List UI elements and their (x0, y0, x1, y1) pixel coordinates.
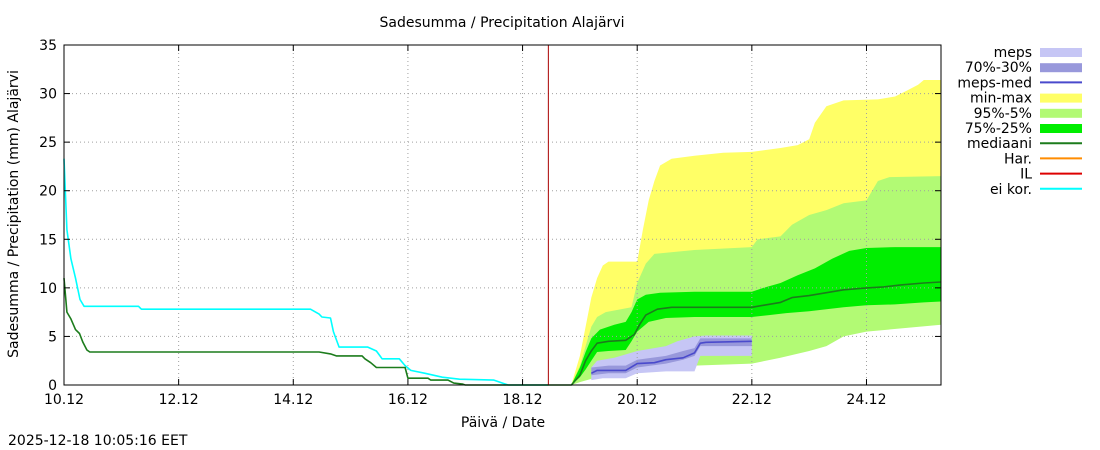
x-axis-label: Päivä / Date (461, 415, 545, 431)
legend-label: 70%-30% (965, 60, 1032, 76)
legend-label: Har. (1004, 151, 1032, 167)
x-tick-label: 16.12 (388, 392, 428, 408)
legend-label: IL (1020, 167, 1032, 183)
legend: meps70%-30%meps-medmin-max95%-5%75%-25%m… (957, 45, 1082, 198)
plot-area: 0 5 10 15 20 25 30 35 10.12 12.12 14.12 16.12 18.12 2… (39, 38, 942, 408)
legend-label: mediaani (967, 136, 1032, 152)
y-tick-label: 0 (48, 378, 57, 394)
line-meps-med (590, 340, 752, 375)
x-tick-label: 20.12 (617, 392, 657, 408)
legend-label: 75%-25% (965, 121, 1032, 137)
legend-swatch (1040, 48, 1082, 57)
legend-swatch (1040, 108, 1082, 118)
y-tick-label: 10 (39, 281, 57, 297)
band-95-5- (571, 176, 941, 385)
legend-label: ei kor. (990, 182, 1032, 198)
x-tick-label: 14.12 (273, 392, 313, 408)
plot-frame (63, 44, 942, 386)
y-tick-label: 5 (48, 329, 57, 345)
y-tick-label: 15 (39, 232, 57, 248)
legend-swatch (1040, 63, 1082, 73)
legend-label: 95%-5% (974, 106, 1032, 122)
line-mediaani-history (63, 278, 549, 386)
grid (64, 45, 941, 385)
band-75-25- (571, 247, 941, 385)
x-tick-label: 12.12 (159, 392, 199, 408)
chart-title: Sadesumma / Precipitation Alajärvi (379, 15, 624, 31)
band-70-30- (591, 338, 752, 376)
legend-swatch (1040, 124, 1082, 133)
x-tick-label: 10.12 (44, 392, 84, 408)
line-ei-kor- (63, 158, 549, 386)
y-tick-label: 35 (39, 38, 57, 54)
legend-swatch (1040, 93, 1082, 103)
y-axis-label: Sadesumma / Precipitation (mm) Alajärvi (6, 70, 22, 358)
x-tick-label: 18.12 (503, 392, 543, 408)
legend-label: min-max (970, 91, 1032, 107)
line-mediaani (548, 281, 942, 386)
y-tick-label: 20 (39, 184, 57, 200)
timestamp: 2025-12-18 10:05:16 EET (8, 433, 188, 449)
x-tick-label: 22.12 (732, 392, 772, 408)
x-tick-label: 24.12 (846, 392, 886, 408)
y-tick-label: 25 (39, 135, 57, 151)
legend-label: meps-med (957, 75, 1032, 91)
legend-label: meps (994, 45, 1032, 61)
y-tick-label: 30 (39, 87, 57, 103)
